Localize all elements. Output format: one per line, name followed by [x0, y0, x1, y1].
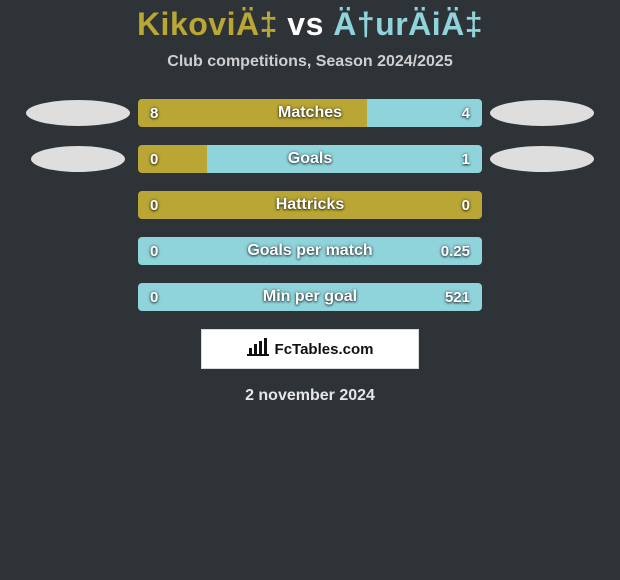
- comparison-card: KikoviÄ‡ vs Ä†urÄiÄ‡ Club competitions, …: [0, 0, 620, 405]
- stat-bar: Goals01: [138, 145, 482, 173]
- stat-bar: Min per goal0521: [138, 283, 482, 311]
- right-indicator-slot: [482, 145, 602, 173]
- stat-row: Min per goal0521: [0, 283, 620, 311]
- bar-right-fill: [138, 237, 482, 265]
- stat-bar: Goals per match00.25: [138, 237, 482, 265]
- left-indicator-slot: [18, 237, 138, 265]
- bar-left-fill: [138, 145, 207, 173]
- stat-row: Goals per match00.25: [0, 237, 620, 265]
- bar-right-fill: [367, 99, 482, 127]
- left-indicator-slot: [18, 191, 138, 219]
- ellipse-icon: [490, 146, 594, 172]
- source-logo: FcTables.com: [201, 329, 419, 369]
- right-indicator-slot: [482, 99, 602, 127]
- page-title: KikoviÄ‡ vs Ä†urÄiÄ‡: [0, 6, 620, 43]
- vs-separator: vs: [287, 6, 324, 42]
- ellipse-icon: [31, 146, 125, 172]
- ellipse-icon: [490, 100, 594, 126]
- left-indicator-slot: [18, 99, 138, 127]
- right-indicator-slot: [482, 237, 602, 265]
- player-left-name: KikoviÄ‡: [137, 6, 278, 42]
- left-indicator-slot: [18, 145, 138, 173]
- bar-right-fill: [207, 145, 482, 173]
- player-right-name: Ä†urÄiÄ‡: [333, 6, 483, 42]
- stat-row: Hattricks00: [0, 191, 620, 219]
- chart-icon: [247, 338, 269, 361]
- stats-list: Matches84 Goals01 Hattricks00 Goals per mat…: [0, 99, 620, 311]
- right-indicator-slot: [482, 191, 602, 219]
- stat-row: Matches84: [0, 99, 620, 127]
- ellipse-icon: [26, 100, 130, 126]
- stat-bar: Matches84: [138, 99, 482, 127]
- stat-row: Goals01: [0, 145, 620, 173]
- bar-left-fill: [138, 191, 482, 219]
- source-logo-text: FcTables.com: [275, 341, 374, 358]
- bar-left-fill: [138, 99, 367, 127]
- stat-bar: Hattricks00: [138, 191, 482, 219]
- left-indicator-slot: [18, 283, 138, 311]
- date-label: 2 november 2024: [0, 387, 620, 405]
- subtitle: Club competitions, Season 2024/2025: [0, 53, 620, 71]
- bar-right-fill: [138, 283, 482, 311]
- right-indicator-slot: [482, 283, 602, 311]
